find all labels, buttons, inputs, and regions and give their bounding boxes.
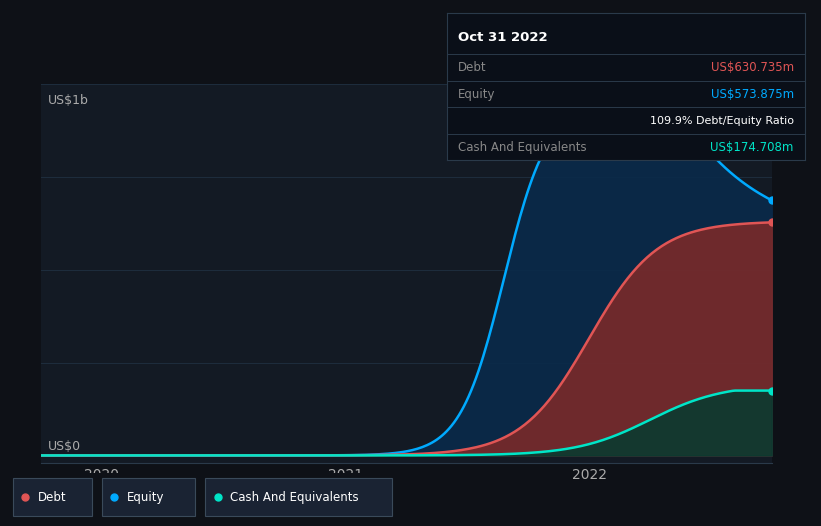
FancyBboxPatch shape: [205, 478, 392, 516]
FancyBboxPatch shape: [102, 478, 195, 516]
Text: Debt: Debt: [458, 61, 487, 74]
Text: Cash And Equivalents: Cash And Equivalents: [458, 140, 587, 154]
Text: Cash And Equivalents: Cash And Equivalents: [230, 491, 359, 503]
Text: Equity: Equity: [126, 491, 164, 503]
Text: US$174.708m: US$174.708m: [710, 140, 794, 154]
FancyBboxPatch shape: [13, 478, 92, 516]
Text: US$630.735m: US$630.735m: [711, 61, 794, 74]
Text: Oct 31 2022: Oct 31 2022: [458, 31, 548, 44]
Text: Equity: Equity: [458, 88, 496, 100]
Text: US$0: US$0: [48, 440, 81, 453]
Text: US$1b: US$1b: [48, 94, 89, 107]
Text: US$573.875m: US$573.875m: [711, 88, 794, 100]
Text: Debt: Debt: [38, 491, 67, 503]
Text: 109.9% Debt/Equity Ratio: 109.9% Debt/Equity Ratio: [650, 116, 794, 126]
